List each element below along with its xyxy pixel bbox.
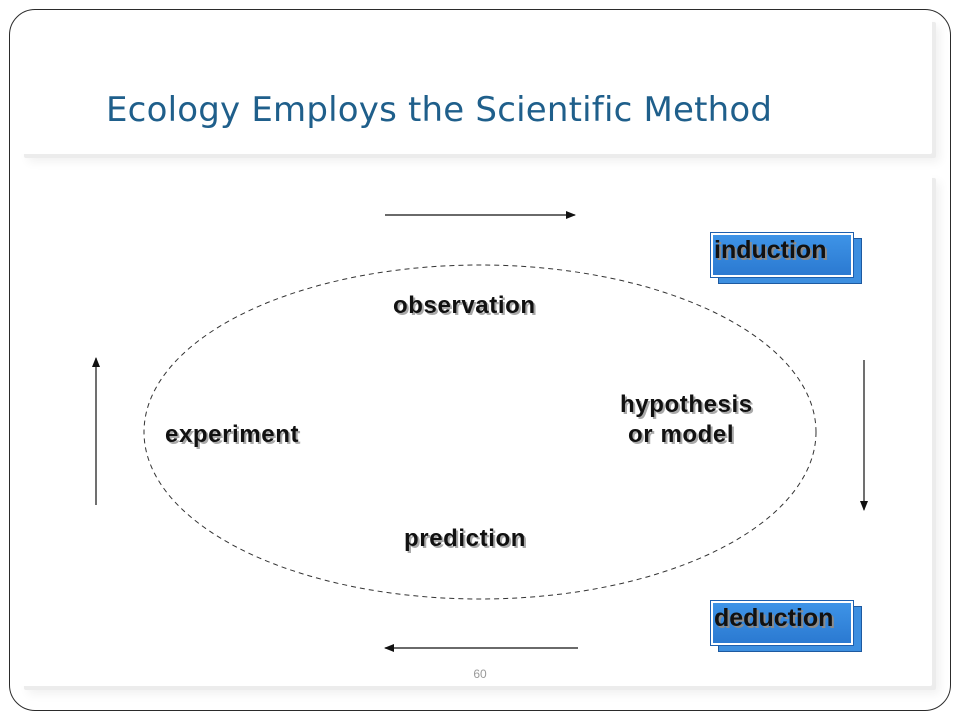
- node-hypothesis-line1: hypothesis: [620, 391, 753, 418]
- cycle-ellipse: [143, 264, 817, 600]
- node-prediction: prediction: [404, 525, 527, 552]
- deduction-tag-label: deduction: [714, 604, 834, 632]
- deduction-tag-face: [710, 600, 854, 646]
- slide-title: Ecology Employs the Scientific Method: [106, 90, 773, 130]
- deduction-tag: deduction: [710, 600, 862, 652]
- induction-tag-label: induction: [714, 236, 827, 264]
- page-number: 60: [473, 667, 487, 681]
- induction-tag-face: [710, 232, 854, 278]
- node-hypothesis: hypothesis or model: [620, 390, 753, 450]
- node-observation: observation: [393, 292, 536, 319]
- induction-tag: induction: [710, 232, 862, 284]
- node-experiment: experiment: [165, 421, 300, 448]
- node-hypothesis-line2: or model: [628, 421, 735, 448]
- title-panel: [20, 18, 932, 154]
